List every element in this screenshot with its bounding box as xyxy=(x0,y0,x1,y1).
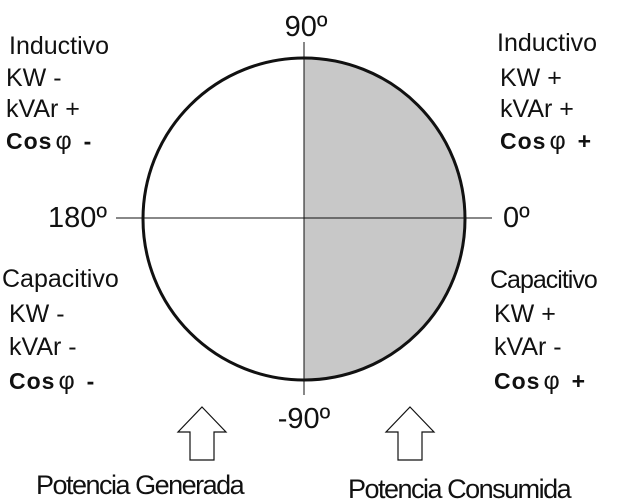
angle-label-180: 180º xyxy=(48,202,107,234)
footer-label-generated: Potencia Generada xyxy=(36,470,246,500)
quadrant-kw: KW + xyxy=(494,300,556,328)
quadrant-top-left: Inductivo KW - kVAr + Cos φ - xyxy=(6,32,109,155)
quadrant-mode: Inductivo xyxy=(9,32,109,60)
quadrant-cosphi: Cos φ - xyxy=(6,127,92,155)
up-arrow-icon xyxy=(384,406,436,461)
quadrant-kvar: kVAr - xyxy=(9,333,77,361)
angle-label-minus-90: -90º xyxy=(278,403,331,435)
quadrant-bottom-left: Capacitivo KW - kVAr - Cos φ - xyxy=(2,265,119,395)
quadrant-mode: Capacitivo xyxy=(490,266,597,294)
quadrant-kvar: kVAr + xyxy=(6,95,80,123)
quadrant-cosphi: Cos φ - xyxy=(9,367,95,395)
quadrant-cosphi: Cos φ + xyxy=(500,127,592,155)
quadrant-kvar: kVAr + xyxy=(500,95,574,123)
quadrant-bottom-right: Capacitivo KW + kVAr - Cos φ + xyxy=(490,266,598,395)
quadrant-mode: Inductivo xyxy=(497,29,597,57)
angle-label-0: 0º xyxy=(503,202,530,234)
quadrant-cosphi: Cos φ + xyxy=(494,367,586,395)
consumed-half-shading xyxy=(304,58,465,380)
quadrant-kw: KW - xyxy=(9,300,65,328)
up-arrow-icon xyxy=(176,406,228,461)
quadrant-mode: Capacitivo xyxy=(2,265,119,293)
quadrant-kw: KW - xyxy=(6,64,62,92)
footer-label-consumed: Potencia Consumida xyxy=(348,474,573,503)
angle-label-90: 90º xyxy=(285,11,328,43)
quadrant-kvar: kVAr - xyxy=(494,333,562,361)
quadrant-top-right: Inductivo KW + kVAr + Cos φ + xyxy=(497,29,597,155)
quadrant-kw: KW + xyxy=(500,64,562,92)
quadrant-circle xyxy=(141,56,467,382)
